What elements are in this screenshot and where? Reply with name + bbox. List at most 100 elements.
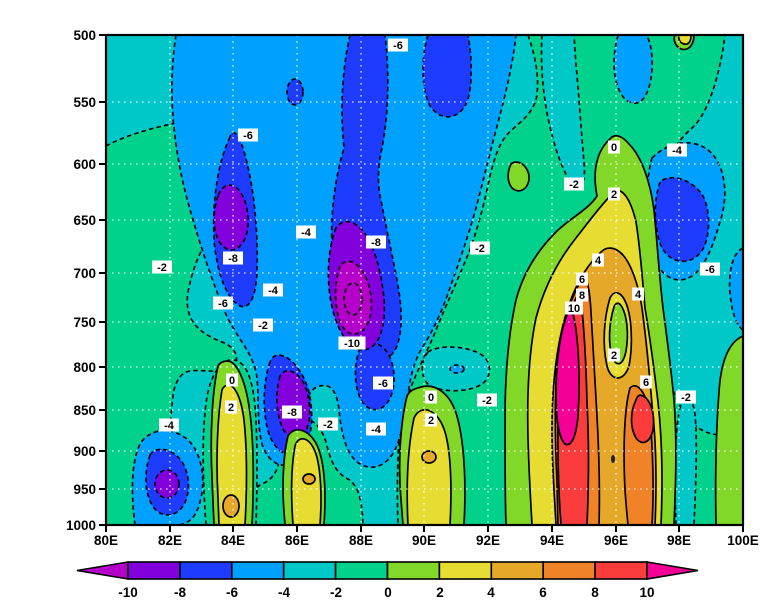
svg-text:-2: -2: [482, 395, 492, 407]
grid-horizontal-lines: [106, 101, 743, 490]
colorbar-label: -2: [330, 585, 342, 600]
colorbar-label: 10: [639, 585, 654, 600]
contour-label: 0: [608, 140, 620, 154]
y-axis-labels: 500 550 600 650 700 750 800 850 900 950 …: [66, 28, 96, 533]
y-tick-label: 550: [73, 95, 96, 110]
svg-text:8: 8: [579, 290, 585, 302]
svg-text:2: 2: [228, 402, 234, 414]
contour-label: 4: [632, 287, 644, 301]
contour-label: 2: [608, 187, 620, 201]
x-axis-labels: 80E 82E 84E 86E 88E 90E 92E 94E 96E 98E …: [94, 533, 759, 548]
region-royal-88e-low: [354, 341, 395, 411]
contour-label: -4: [296, 225, 316, 239]
contour-label: -6: [213, 296, 233, 310]
region-yellow-98e-top: [677, 35, 692, 46]
region-royal-speck-86e-top: [286, 78, 304, 106]
svg-text:-4: -4: [268, 285, 279, 297]
region-golden-90e-speck: [421, 450, 437, 464]
svg-text:0: 0: [229, 375, 235, 387]
svg-text:-2: -2: [475, 243, 485, 255]
region-golden-84e-speck: [222, 494, 240, 518]
contour-label: -2: [318, 417, 338, 431]
svg-text:-6: -6: [218, 298, 228, 310]
colorbar-left-arrow: [76, 561, 129, 580]
colorbar-cell: [438, 561, 493, 580]
colorbar-cell: [282, 561, 337, 580]
svg-text:-4: -4: [371, 424, 382, 436]
svg-text:-4: -4: [301, 227, 312, 239]
colorbar-label: 4: [487, 585, 495, 600]
contour-label: -10: [338, 336, 366, 350]
contour-label: -8: [282, 405, 302, 419]
svg-text:-6: -6: [705, 264, 715, 276]
contour-label: 0: [226, 373, 238, 387]
svg-text:2: 2: [611, 189, 617, 201]
contour-label: -4: [667, 143, 687, 157]
contour-label: -6: [238, 128, 258, 142]
colorbar-label: -10: [118, 585, 138, 600]
svg-text:-2: -2: [157, 262, 167, 274]
y-tick-label: 750: [73, 315, 96, 330]
colorbar-right-arrow: [646, 561, 699, 580]
svg-text:-8: -8: [287, 407, 297, 419]
y-tick-label: 600: [73, 157, 96, 172]
region-sky-speck-91e: [449, 364, 465, 374]
contour-label: -2: [152, 260, 172, 274]
contour-label: -6: [373, 376, 393, 390]
region-red-97e: [630, 394, 655, 444]
svg-text:4: 4: [595, 255, 602, 267]
svg-text:-8: -8: [228, 253, 238, 265]
x-tick-label: 90E: [412, 533, 436, 548]
colorbar-cell: [231, 561, 285, 580]
contour-label: 6: [576, 272, 588, 286]
colorbar-cell: [179, 561, 233, 580]
region-sky-right-edge: [728, 247, 743, 331]
contour-label: -2: [477, 393, 497, 407]
svg-text:-8: -8: [371, 237, 381, 249]
contour-label: 2: [608, 348, 620, 362]
y-tick-label: 800: [73, 360, 96, 375]
x-tick-label: 96E: [604, 533, 628, 548]
x-tick-label: 94E: [540, 533, 564, 548]
y-tick-label: 650: [73, 213, 96, 228]
svg-text:6: 6: [643, 377, 649, 389]
contour-label: -8: [223, 251, 243, 265]
contour-field: [106, 35, 743, 525]
region-chartreuse-93e-speck: [507, 161, 530, 192]
svg-text:-10: -10: [344, 338, 360, 350]
colorbar-label: 0: [384, 585, 392, 600]
colorbar-label: 8: [591, 585, 599, 600]
colorbar-label: -4: [278, 585, 290, 600]
region-royal-97e: [654, 176, 710, 263]
contour-value-labels: -6 -6 0 -4 -2 2 -4 -8 -2 -8 4 -2 -6 6 -4…: [152, 38, 720, 436]
region-golden-86e-speck: [302, 473, 316, 485]
contour-label: 2: [425, 413, 437, 427]
region-purple-84e: [213, 184, 249, 251]
colorbar-cell: [334, 561, 389, 580]
svg-text:-2: -2: [681, 392, 691, 404]
y-tick-label: 1000: [66, 518, 96, 533]
contour-label: 6: [640, 375, 652, 389]
svg-text:4: 4: [635, 289, 642, 301]
x-tick-label: 100E: [727, 533, 759, 548]
y-tick-label: 700: [73, 266, 96, 281]
svg-text:-2: -2: [323, 419, 333, 431]
svg-text:10: 10: [568, 303, 580, 315]
colorbar-cell: [127, 561, 181, 580]
x-tick-label: 92E: [476, 533, 500, 548]
colorbar: -10 -8 -6 -4 -2 0 2 4 6 8 10: [76, 561, 699, 600]
svg-text:6: 6: [579, 274, 585, 286]
colorbar-label: 2: [436, 585, 444, 600]
svg-text:2: 2: [428, 415, 434, 427]
svg-text:-6: -6: [378, 378, 388, 390]
region-pink-94e: [555, 308, 580, 446]
svg-text:0: 0: [611, 142, 617, 154]
tiny-contour-speck-96e: [611, 455, 615, 463]
y-tick-label: 850: [73, 403, 96, 418]
region-chartreuse-right-edge: [714, 335, 743, 525]
y-tick-label: 950: [73, 482, 96, 497]
y-tick-label: 900: [73, 444, 96, 459]
colorbar-cell: [386, 561, 441, 580]
svg-text:-2: -2: [569, 179, 579, 191]
x-tick-label: 82E: [158, 533, 182, 548]
